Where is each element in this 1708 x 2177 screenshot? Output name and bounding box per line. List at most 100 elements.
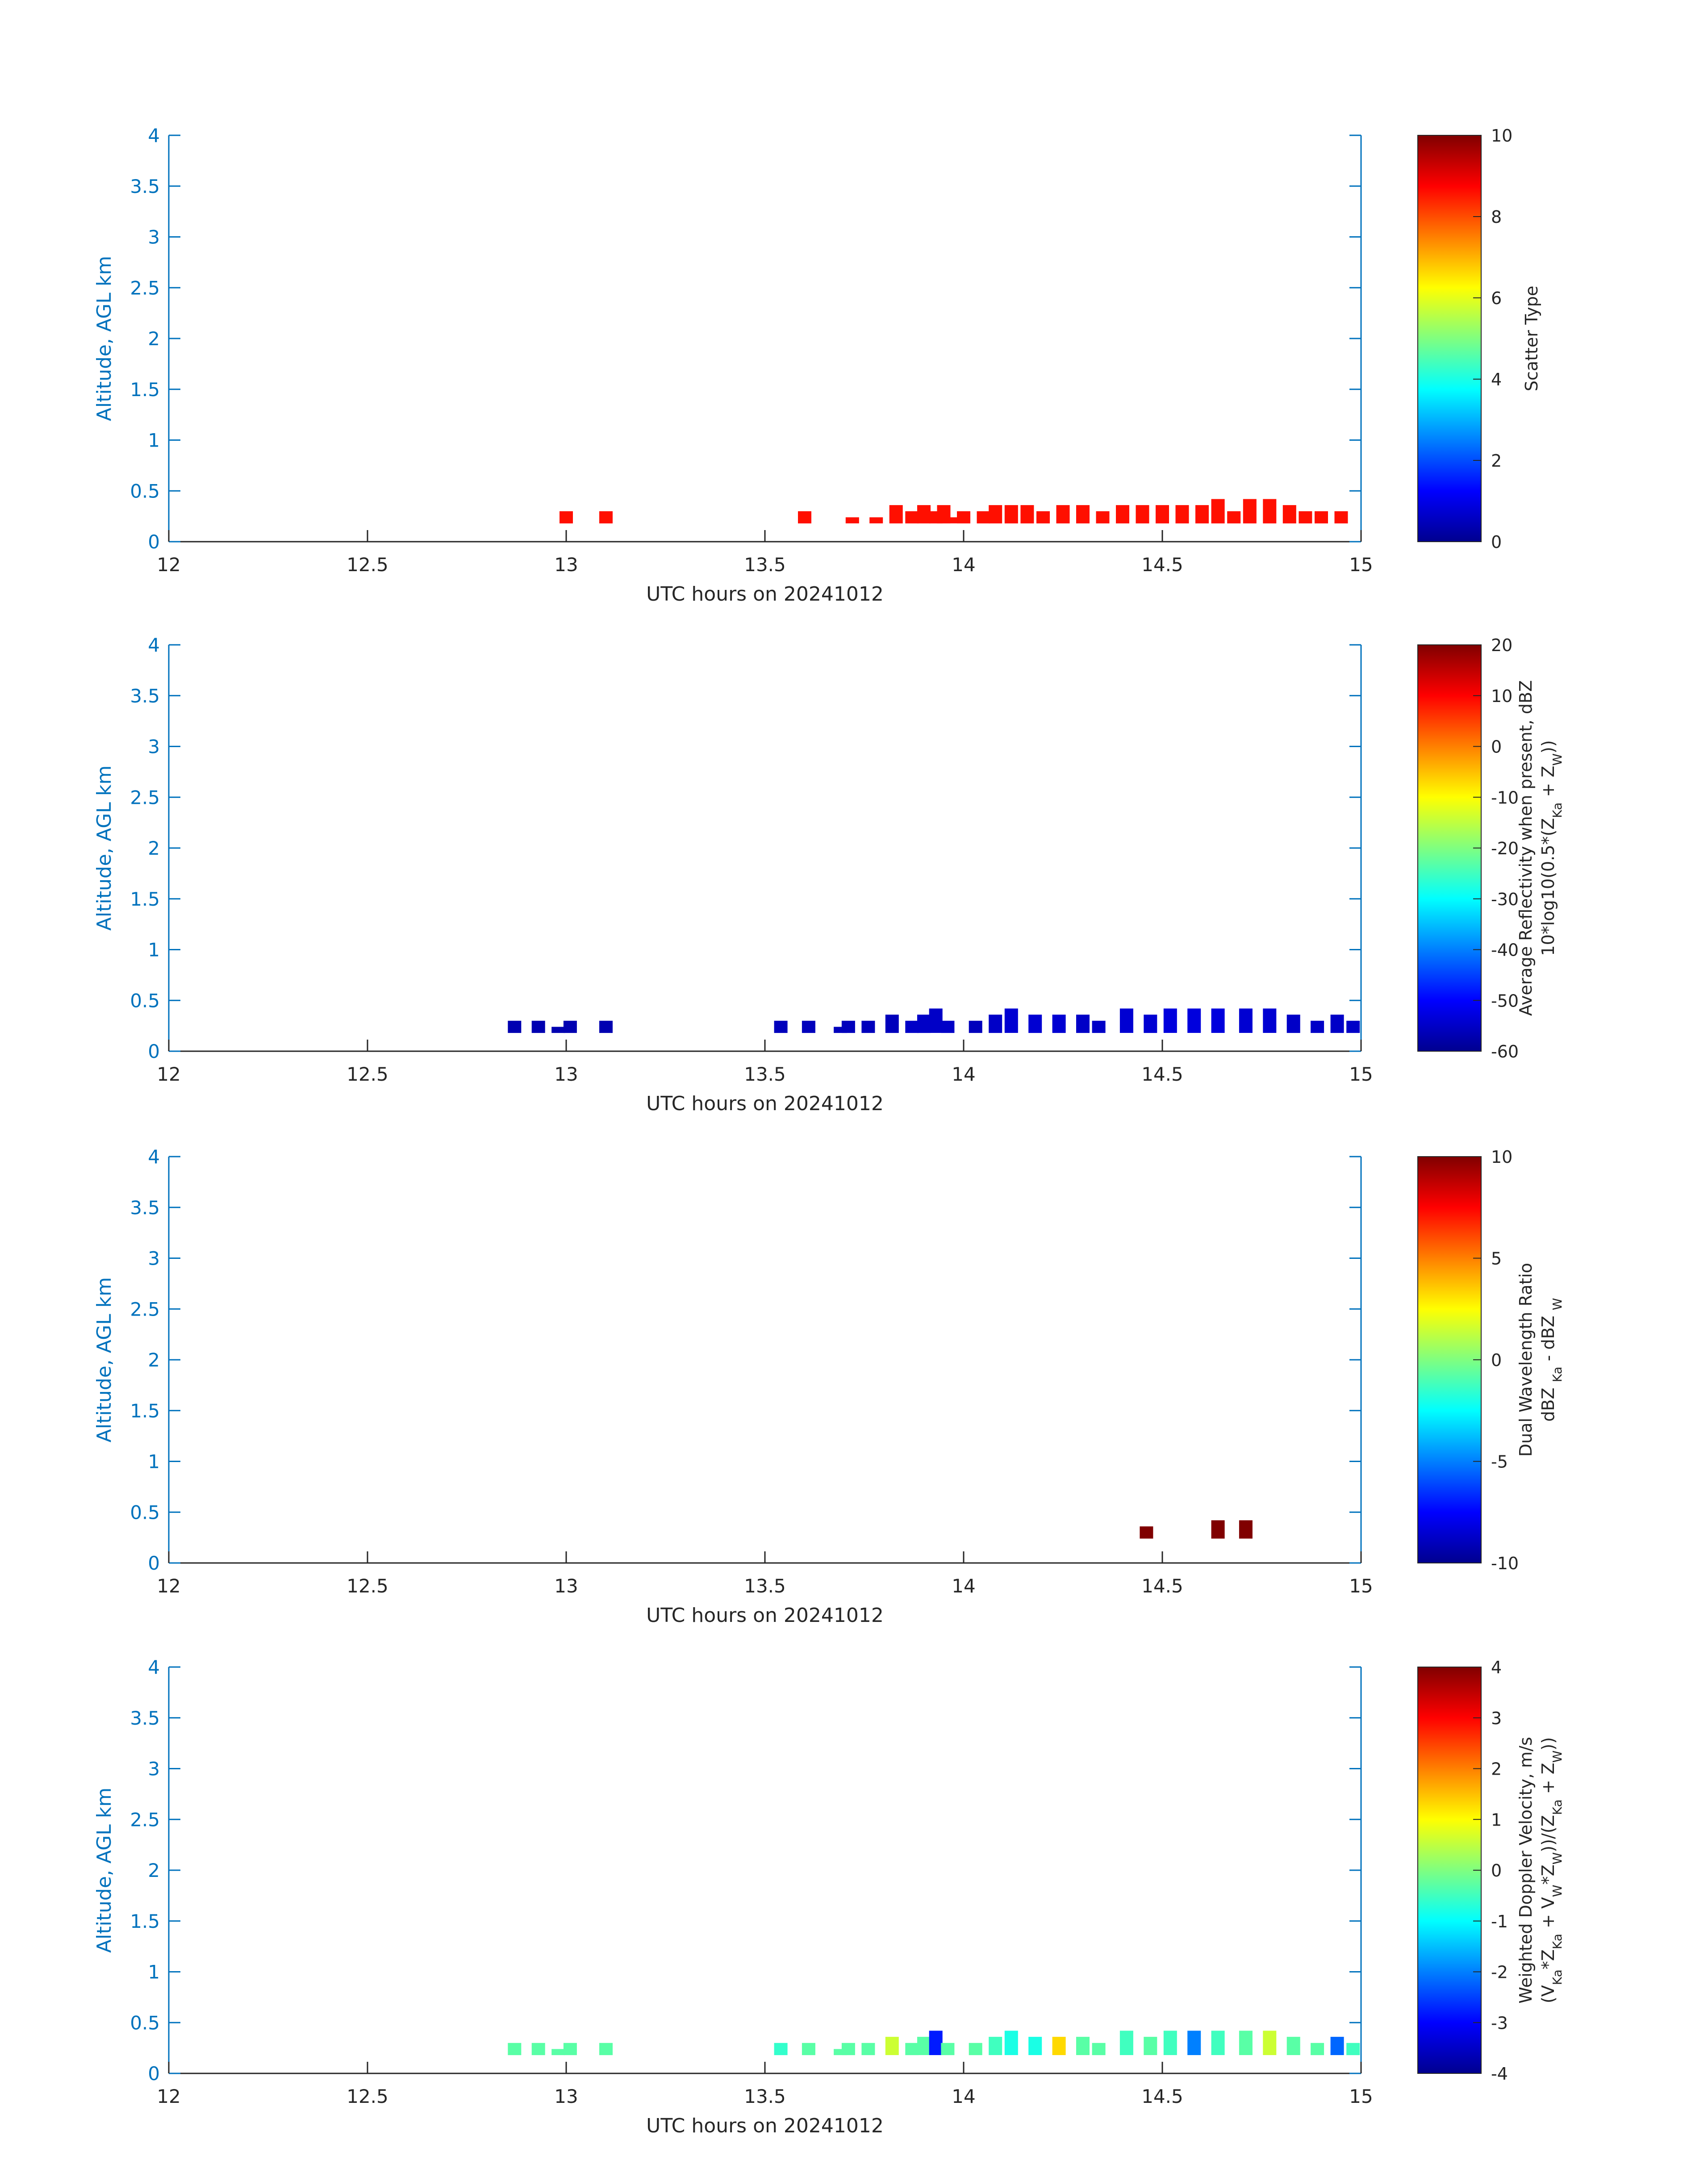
colorbar-tick-label: -2 — [1491, 1963, 1508, 1982]
y-tick-label: 0 — [148, 2063, 160, 2085]
y-tick-label: 3 — [148, 736, 160, 758]
x-tick-label: 13 — [554, 554, 578, 576]
data-cell — [551, 1027, 565, 1033]
data-cell — [1028, 1015, 1042, 1033]
colorbar-tick-label: 1 — [1491, 1810, 1502, 1830]
data-cell — [969, 2043, 982, 2056]
data-cell — [1286, 1015, 1300, 1033]
data-cell — [941, 2043, 955, 2056]
data-cell — [599, 511, 613, 524]
colorbar-label: Average Reflectivity when present, dBZ — [1516, 680, 1536, 1016]
x-tick-label: 12 — [157, 554, 180, 576]
colorbar-tick-label: 5 — [1491, 1249, 1502, 1269]
data-cell — [1056, 505, 1070, 524]
data-cell — [774, 1020, 788, 1033]
x-tick-label: 12 — [157, 1575, 180, 1597]
y-tick-label: 0.5 — [130, 2012, 160, 2034]
x-tick-label: 14 — [952, 2085, 975, 2107]
colorbar-gradient — [1417, 644, 1482, 1052]
y-tick-label: 1 — [148, 1961, 160, 1983]
colorbar-label: Dual Wavelength Ratio — [1516, 1263, 1536, 1457]
data-cell — [1004, 2031, 1018, 2055]
y-tick-label: 1 — [148, 430, 160, 451]
data-cell — [774, 2043, 788, 2056]
y-tick-label: 3.5 — [130, 175, 160, 197]
data-cell — [1144, 2037, 1157, 2055]
data-cell — [1092, 1020, 1106, 1033]
data-cell — [1028, 2037, 1042, 2055]
data-cell — [1263, 499, 1277, 524]
data-cell — [1076, 1015, 1090, 1033]
data-cell — [798, 511, 811, 524]
data-cell — [1163, 2031, 1177, 2055]
data-cell — [977, 511, 990, 524]
data-cell — [917, 2037, 931, 2055]
colorbar-tick-label: -30 — [1491, 890, 1519, 909]
data-cell — [841, 1020, 855, 1033]
data-cell — [1144, 1015, 1157, 1033]
y-axis-label: Altitude, AGL km — [93, 1788, 116, 1953]
colorbar-gradient — [1417, 135, 1482, 542]
y-tick-label: 3 — [148, 1758, 160, 1780]
colorbar-tick-label: -40 — [1491, 940, 1519, 960]
colorbar-tick-label: -5 — [1491, 1452, 1508, 1472]
y-tick-label: 1.5 — [130, 379, 160, 401]
data-cell — [508, 2043, 522, 2056]
y-tick-label: 2 — [148, 1859, 160, 1881]
colorbar-tick-label: 10 — [1491, 1147, 1512, 1167]
data-cell — [1211, 1008, 1225, 1033]
colorbar-tick-label: 4 — [1491, 370, 1502, 389]
y-tick-label: 2.5 — [130, 786, 160, 808]
y-tick-label: 3.5 — [130, 1707, 160, 1729]
data-cell — [957, 511, 970, 524]
data-cell — [929, 2031, 943, 2055]
data-cell — [563, 2043, 577, 2056]
y-tick-label: 4 — [148, 1146, 160, 1168]
colorbar-label: 10*log10(0.5*(ZKa + ZW)) — [1538, 740, 1565, 956]
x-tick-label: 14.5 — [1141, 1575, 1183, 1597]
data-cell — [989, 2037, 1002, 2055]
colorbar-label: dBZ Ka - dBZ W — [1538, 1298, 1565, 1421]
y-axis-label: Altitude, AGL km — [93, 1277, 116, 1442]
data-cell — [1140, 1526, 1153, 1539]
y-tick-label: 1.5 — [130, 1910, 160, 1932]
data-cell — [1346, 1020, 1360, 1033]
colorbar-tick-label: 8 — [1491, 207, 1502, 227]
x-tick-label: 12.5 — [347, 2085, 388, 2107]
data-cell — [841, 2043, 855, 2056]
colorbar-tick-label: -10 — [1491, 1554, 1519, 1573]
data-cell — [905, 2043, 919, 2056]
colorbar-tick-label: 0 — [1491, 1861, 1502, 1880]
colorbar-tick-label: 20 — [1491, 635, 1512, 655]
x-axis-label: UTC hours on 20241012 — [646, 1092, 884, 1115]
data-cell — [989, 1015, 1002, 1033]
x-tick-label: 15 — [1349, 1063, 1373, 1085]
data-cell — [989, 505, 1002, 524]
colorbar-tick-label: -1 — [1491, 1912, 1508, 1931]
y-tick-label: 0.5 — [130, 480, 160, 502]
y-tick-label: 2.5 — [130, 1809, 160, 1830]
data-cell — [1052, 1015, 1066, 1033]
colorbar: -60 -50 -40 -30 -20 -10 0 10 20 Average Reflectiv… — [1417, 635, 1565, 1061]
x-tick-label: 12.5 — [347, 1063, 388, 1085]
y-tick-label: 3 — [148, 226, 160, 248]
y-tick-label: 3 — [148, 1248, 160, 1270]
y-tick-label: 2.5 — [130, 1298, 160, 1320]
y-tick-label: 2 — [148, 328, 160, 350]
y-tick-label: 0 — [148, 1040, 160, 1062]
data-cell — [1119, 1008, 1133, 1033]
data-cell — [1334, 511, 1348, 524]
data-cell — [1119, 2031, 1133, 2055]
data-cell — [1004, 505, 1018, 524]
colorbar-tick-label: -4 — [1491, 2064, 1508, 2084]
y-tick-label: 1.5 — [130, 888, 160, 910]
data-cell — [1195, 505, 1209, 524]
y-axis-label: Altitude, AGL km — [93, 256, 116, 421]
y-tick-label: 3.5 — [130, 1197, 160, 1219]
data-cell — [1239, 1008, 1253, 1033]
colorbar-tick-label: -3 — [1491, 2013, 1508, 2033]
data-cell — [1211, 2031, 1225, 2055]
data-cell — [917, 1015, 931, 1033]
